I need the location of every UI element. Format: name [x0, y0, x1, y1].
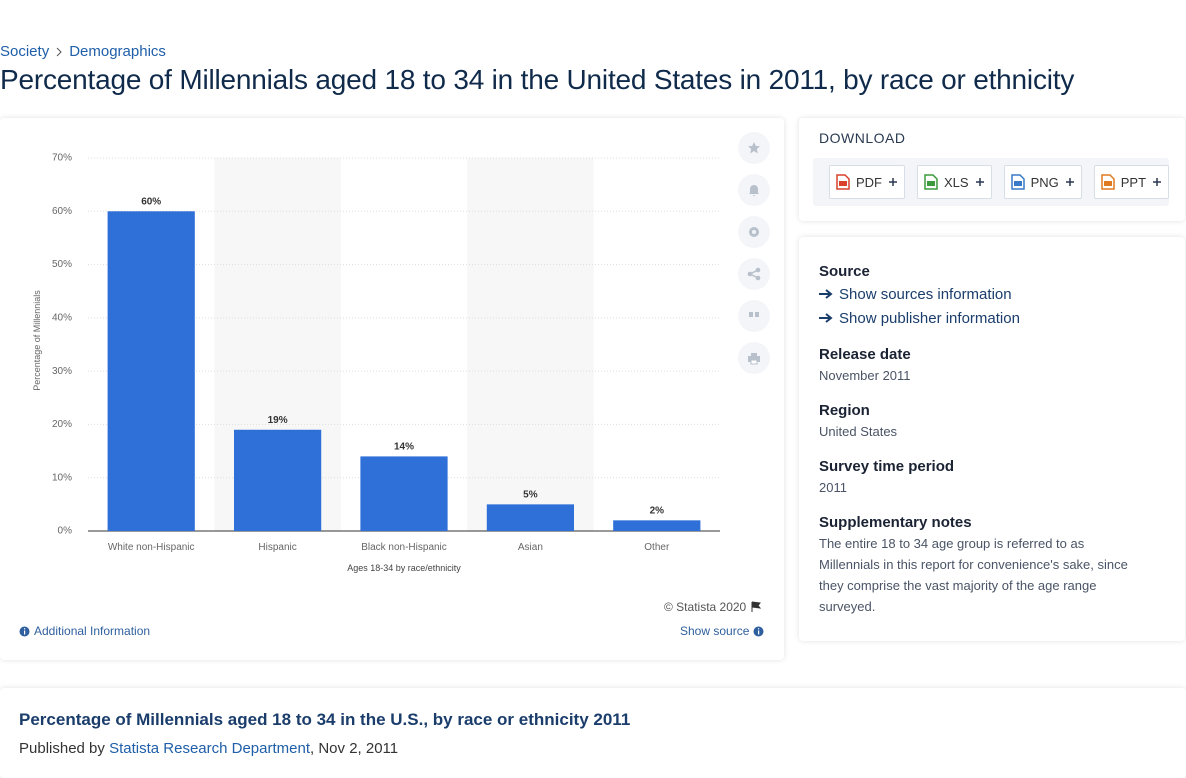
download-button[interactable]: PDF [829, 165, 905, 199]
breadcrumb-link[interactable]: Society [0, 43, 50, 60]
y-tick-label: 40% [52, 312, 72, 323]
bar [486, 504, 575, 531]
y-tick-label: 30% [52, 366, 72, 377]
detail-item: Release date November 2011 [819, 344, 1139, 386]
value-label: 5% [523, 489, 538, 500]
show-publisher-link[interactable]: Show publisher information [819, 306, 1139, 330]
flag-icon[interactable] [750, 601, 762, 613]
detail-value: United States [819, 424, 898, 439]
toolbar [738, 132, 770, 374]
publication-date: , Nov 2, 2011 [310, 740, 399, 757]
detail-item: Survey time period 2011 [819, 456, 1139, 498]
x-tick-label: Hispanic [258, 542, 296, 553]
bar [107, 211, 195, 531]
breadcrumb-link[interactable]: Demographics [69, 43, 166, 60]
y-tick-label: 50% [52, 259, 72, 270]
file-icon [1101, 174, 1115, 190]
y-tick-label: 0% [58, 526, 73, 537]
download-title: DOWNLOAD [819, 130, 906, 146]
link-text[interactable]: Show publisher information [839, 309, 1020, 327]
y-tick-label: 20% [52, 419, 72, 430]
download-options: PDF XLS PNG PPT [813, 158, 1170, 206]
copyright-text: © Statista 2020 [664, 600, 747, 614]
breadcrumb: Society Demographics [0, 43, 166, 60]
download-format[interactable]: PPT [1120, 174, 1147, 190]
file-icon [1010, 174, 1025, 190]
bar [613, 520, 701, 531]
publication-title: Percentage of Millennials aged 18 to 34 … [19, 710, 631, 729]
cite-button[interactable] [738, 300, 770, 332]
download-format[interactable]: PDF [856, 174, 882, 190]
file-icon [836, 174, 850, 190]
page: Society Demographics Percentage of Mille… [0, 43, 1185, 757]
publication-byline: Published by Statista Research Departmen… [19, 740, 398, 757]
y-tick-label: 10% [52, 472, 72, 483]
detail-value: The entire 18 to 34 age group is referre… [819, 536, 1128, 614]
published-by: Published by [19, 740, 105, 757]
bar [233, 429, 322, 531]
x-tick-label: Other [644, 542, 670, 553]
page-title: Percentage of Millennials aged 18 to 34 … [0, 64, 1075, 95]
value-label: 19% [268, 415, 288, 426]
detail-item: Supplementary notes The entire 18 to 34 a… [819, 512, 1139, 617]
download-card: DOWNLOAD PDF XLS PNG PPT [799, 118, 1185, 221]
value-label: 60% [141, 196, 161, 207]
file-icon [924, 174, 938, 190]
favorite-button[interactable] [738, 132, 770, 164]
show-source-text[interactable]: Show source [680, 624, 750, 638]
plus-icon[interactable] [975, 177, 985, 187]
detail-label: Supplementary notes [819, 514, 972, 531]
publication-card: Percentage of Millennials aged 18 to 34 … [0, 688, 1186, 778]
chevron [56, 47, 62, 56]
x-tick-label: Asian [518, 542, 543, 553]
download-button[interactable]: PNG [1003, 165, 1082, 199]
x-axis-label: Ages 18-34 by race/ethnicity [347, 563, 461, 573]
additional-info[interactable]: Additional Information [19, 624, 150, 638]
band-shade [467, 158, 594, 531]
download-format[interactable]: PNG [1030, 174, 1059, 190]
settings-button[interactable] [738, 216, 770, 248]
y-axis-label: Percentage of Millennials [32, 290, 42, 391]
download-button[interactable]: PPT [1093, 165, 1170, 199]
x-tick-label: White non-Hispanic [108, 542, 195, 553]
download-format[interactable]: XLS [944, 174, 969, 190]
chart-card: 0% 10% 20% 30% 40% 50% 60% 70% 60% White non-Hisp… [0, 118, 784, 660]
download-button[interactable]: XLS [917, 165, 992, 199]
print-button[interactable] [738, 342, 770, 374]
value-label: 14% [394, 441, 414, 452]
publisher-link[interactable]: Statista Research Department [109, 740, 311, 757]
detail-item: Region United States [819, 400, 1139, 442]
additional-info-text[interactable]: Additional Information [34, 624, 151, 638]
copyright: © Statista 2020 [664, 600, 762, 614]
plus-icon[interactable] [1065, 177, 1075, 187]
chart: 0% 10% 20% 30% 40% 50% 60% 70% 60% White non-Hisp… [32, 153, 720, 573]
bar [360, 456, 448, 531]
plus-icon[interactable] [888, 177, 898, 187]
show-source[interactable]: Show source [680, 624, 764, 638]
source-heading: Source [819, 263, 870, 280]
link-text[interactable]: Show sources information [839, 285, 1012, 303]
detail-label: Region [819, 402, 870, 419]
share-button[interactable] [738, 258, 770, 290]
detail-label: Release date [819, 346, 911, 363]
details-card: Source Show sources information Show pub… [799, 237, 1185, 641]
plus-icon[interactable] [1152, 177, 1162, 187]
detail-label: Survey time period [819, 458, 955, 475]
detail-value: 2011 [819, 480, 847, 495]
value-label: 2% [650, 505, 665, 516]
detail-value: November 2011 [819, 368, 911, 383]
details: Source Show sources information Show pub… [819, 261, 1139, 617]
y-tick-label: 70% [52, 153, 72, 164]
x-tick-label: Black non-Hispanic [361, 542, 447, 553]
y-tick-label: 60% [52, 206, 72, 217]
show-sources-link[interactable]: Show sources information [819, 282, 1139, 306]
alert-button[interactable] [738, 174, 770, 206]
